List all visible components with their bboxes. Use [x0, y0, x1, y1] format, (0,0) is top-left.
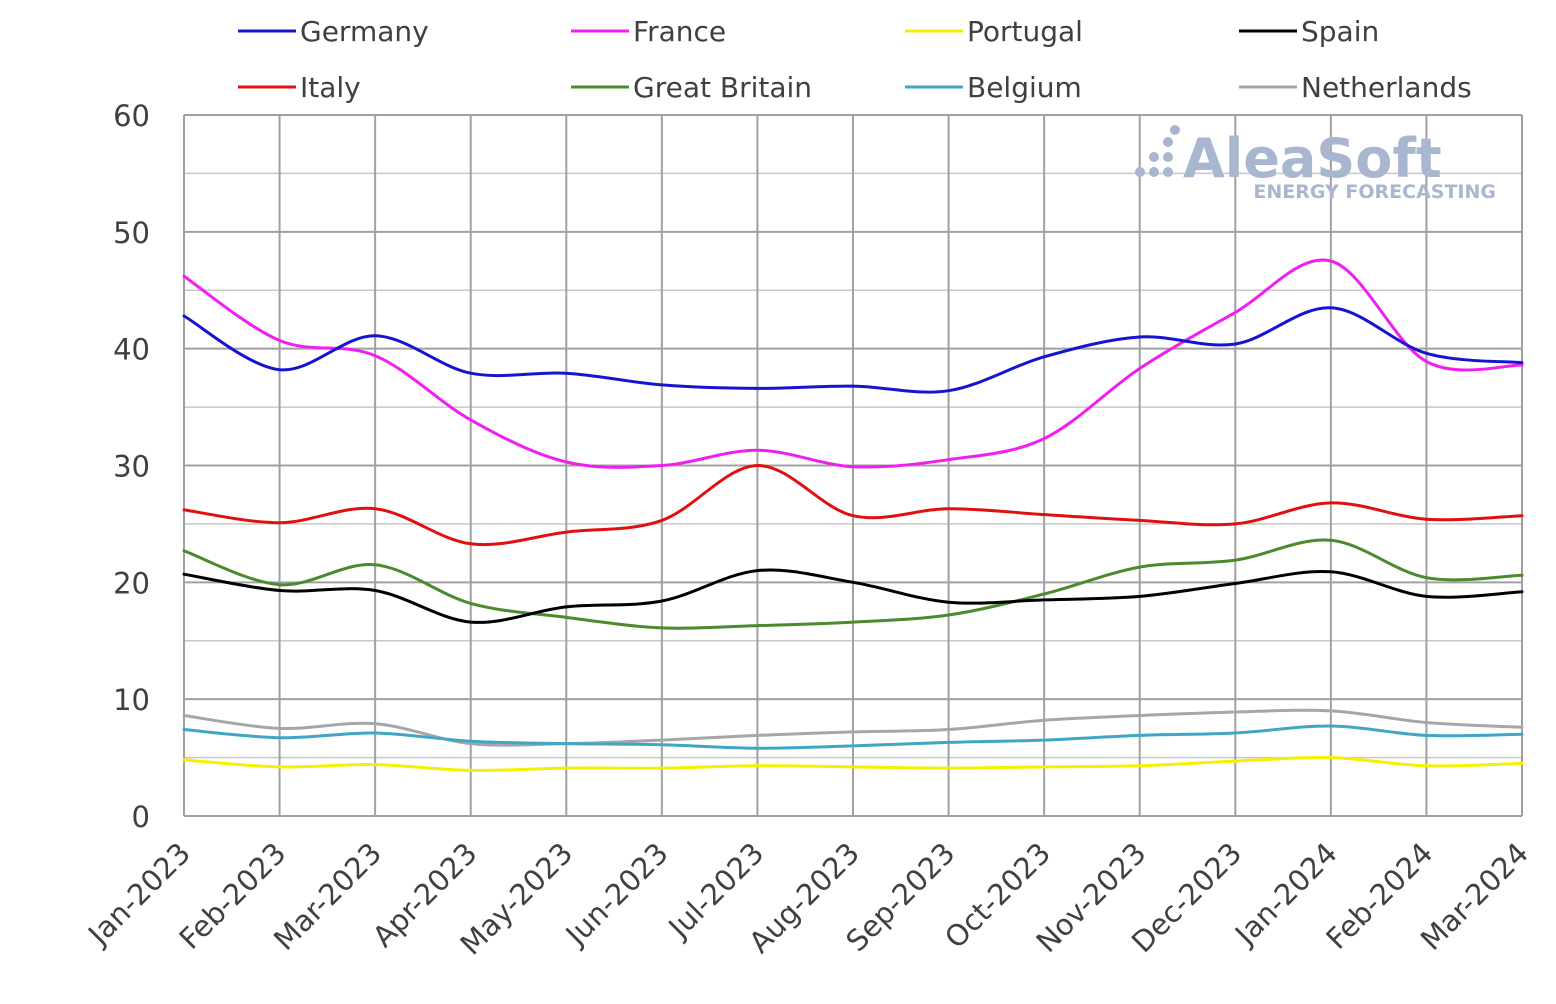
y-tick-label: 20 [113, 566, 150, 600]
x-axis-ticks: Jan-2023Feb-2023Mar-2023Apr-2023May-2023… [80, 836, 1535, 962]
legend-item-spain: Spain [1239, 15, 1379, 48]
legend-label: Great Britain [633, 71, 812, 104]
series-line-portugal [182, 755, 1524, 772]
y-tick-label: 30 [113, 450, 150, 484]
series-line-germany [182, 306, 1524, 394]
series-line-belgium [182, 724, 1524, 750]
series-line-spain [182, 568, 1524, 624]
series-line-italy [182, 463, 1524, 547]
y-tick-label: 40 [113, 333, 150, 367]
watermark-tagline: ENERGY FORECASTING [1253, 181, 1496, 203]
legend-item-france: France [571, 15, 726, 48]
legend-label: Germany [300, 15, 429, 48]
legend-label: France [633, 15, 726, 48]
legend-label: Italy [300, 71, 361, 104]
legend-item-belgium: Belgium [905, 71, 1082, 104]
series-line-great-britain [182, 538, 1524, 630]
legend-item-portugal: Portugal [905, 15, 1083, 48]
legend-label: Netherlands [1301, 71, 1472, 104]
series-line-netherlands [182, 708, 1524, 747]
y-tick-label: 60 [113, 99, 150, 133]
legend-label: Belgium [967, 71, 1082, 104]
legend-item-germany: Germany [238, 15, 429, 48]
legend-item-great-britain: Great Britain [571, 71, 812, 104]
legend-label: Portugal [967, 15, 1083, 48]
series-lines [182, 258, 1524, 772]
series-line-france [182, 258, 1524, 469]
y-tick-label: 10 [113, 683, 150, 717]
aleasoft-watermark: AleaSoft ENERGY FORECASTING [1135, 125, 1496, 203]
legend-item-netherlands: Netherlands [1239, 71, 1472, 104]
legend-item-italy: Italy [238, 71, 361, 104]
aleasoft-dots-icon [1135, 125, 1180, 177]
y-axis-ticks: 0 10 20 30 40 50 60 [113, 99, 150, 834]
legend: Germany France Portugal Spain Italy Great Bri… [238, 15, 1472, 104]
legend-label: Spain [1301, 15, 1379, 48]
y-tick-label: 0 [132, 800, 150, 834]
y-tick-label: 50 [113, 216, 150, 250]
watermark-brand: AleaSoft [1183, 127, 1442, 190]
x-tick-label: Jun-2023 [558, 836, 675, 953]
